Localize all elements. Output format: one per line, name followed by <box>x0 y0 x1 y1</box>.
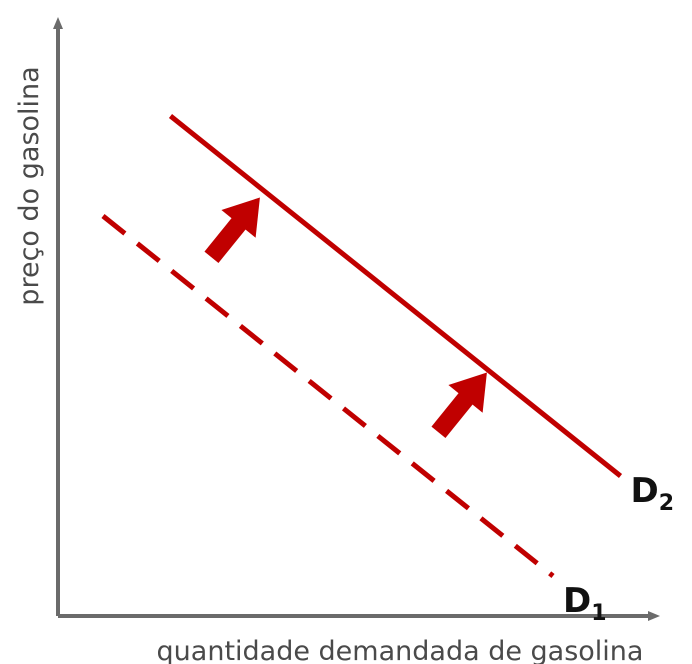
shift-arrow <box>204 197 260 263</box>
x-axis-label: quantidade demandada de gasolina <box>157 636 644 664</box>
curve-label-letter: D <box>563 581 591 621</box>
shift-arrows <box>204 197 487 438</box>
shift-arrow-shaft <box>204 215 248 263</box>
curve-label-d2: D2 <box>631 471 675 516</box>
shift-arrow-head <box>448 372 487 413</box>
curve-label-d1: D1 <box>563 581 607 626</box>
shift-arrow-head <box>221 197 260 238</box>
demand-curve-d2 <box>168 114 623 478</box>
curve-label-letter: D <box>631 471 659 511</box>
shift-arrow <box>431 372 487 438</box>
shift-arrow-shaft <box>431 390 475 438</box>
curve-label-subscript: 2 <box>659 491 674 516</box>
curve-label-subscript: 1 <box>591 601 606 626</box>
y-axis-label: preço do gasolina <box>14 66 45 305</box>
demand-curve-d1 <box>101 214 555 578</box>
